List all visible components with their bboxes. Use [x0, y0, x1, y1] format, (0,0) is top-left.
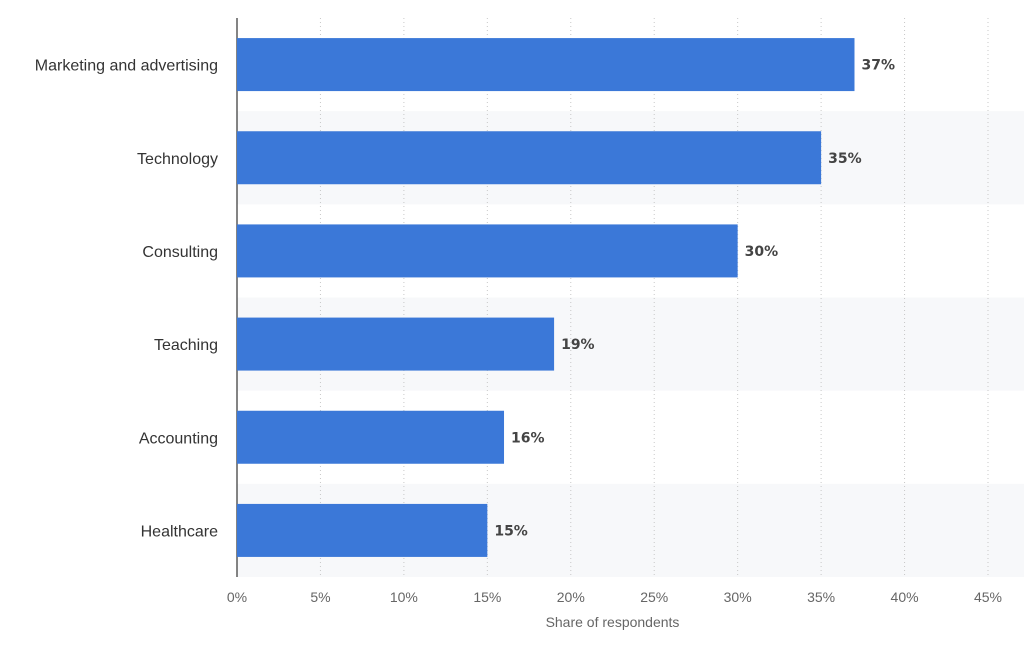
category-label: Consulting [142, 244, 218, 261]
category-label: Healthcare [141, 523, 218, 540]
bars-group [237, 38, 855, 557]
data-label: 15% [494, 523, 528, 539]
bar[interactable] [237, 317, 555, 371]
x-tick-label: 5% [310, 589, 330, 605]
x-tick-label: 15% [473, 589, 501, 605]
bar[interactable] [237, 224, 738, 278]
data-label: 35% [828, 151, 862, 167]
category-label: Teaching [154, 337, 218, 354]
x-tick-label: 25% [640, 589, 668, 605]
x-tick-label: 0% [227, 589, 247, 605]
x-tick-label: 30% [724, 589, 752, 605]
x-tick-label: 45% [974, 589, 1002, 605]
data-label: 19% [561, 337, 595, 353]
bar[interactable] [237, 38, 855, 92]
data-label: 37% [861, 58, 895, 74]
category-label: Marketing and advertising [35, 58, 218, 75]
category-label: Accounting [139, 430, 218, 447]
data-label: 16% [511, 430, 545, 446]
bar[interactable] [237, 503, 488, 557]
row-bands [237, 111, 1024, 577]
x-tick-labels: 0% 5% 10% 15% 20% 25% 30% 35% 40% 45% [227, 589, 1002, 605]
category-label: Technology [137, 151, 218, 168]
x-axis-title: Share of respondents [546, 614, 680, 630]
data-label: 30% [745, 244, 779, 260]
bar[interactable] [237, 131, 822, 185]
value-labels: 37% 35% 30% 19% 16% 15% [494, 58, 895, 540]
x-tick-label: 10% [390, 589, 418, 605]
x-tick-label: 20% [557, 589, 585, 605]
x-tick-label: 40% [891, 589, 919, 605]
x-tick-label: 35% [807, 589, 835, 605]
bar[interactable] [237, 410, 505, 464]
category-labels: Marketing and advertising Technology Consu… [35, 58, 218, 541]
